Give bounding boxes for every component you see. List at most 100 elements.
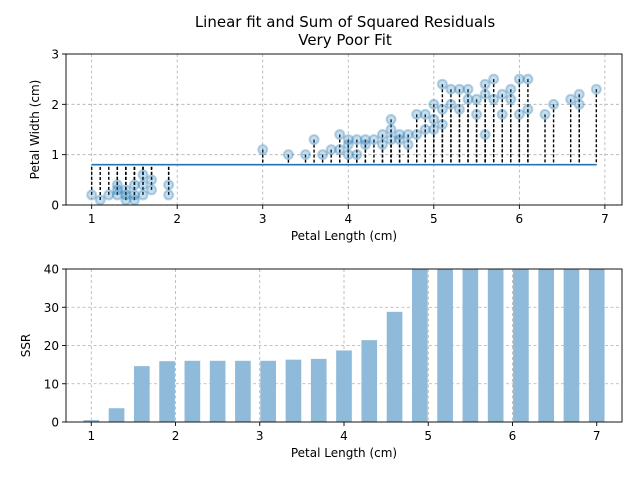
data-point [573,88,585,100]
ssr-bar [235,360,251,422]
y-tick-label: 0 [51,199,59,213]
data-point [325,144,337,156]
ssr-bar [386,311,403,422]
data-point [359,139,371,151]
data-point [137,179,149,191]
ssr-bar [437,269,453,422]
data-point [402,129,414,141]
ssr-bar [513,269,529,422]
data-point [359,134,371,146]
data-point [146,174,158,186]
ssr-bar [538,269,555,422]
ssr-bar [285,359,302,422]
data-point [351,134,363,146]
data-point [342,139,354,151]
ssr-bar [310,358,327,422]
data-point [590,83,602,95]
data-point [394,134,406,146]
ssr-bar [209,360,226,422]
data-point [368,134,380,146]
plot-frame [65,53,623,206]
x-tick-label: 5 [430,212,438,226]
data-point [428,98,440,110]
y-tick-label: 40 [44,263,59,277]
y-tick-label: 20 [44,339,59,353]
x-tick-label: 7 [593,429,601,443]
ssr-bar [361,340,378,422]
ssr-bar [83,420,100,422]
y-tick-label: 1 [51,148,59,162]
data-point [86,189,98,201]
data-point [436,103,448,115]
ssr-bar [336,350,352,422]
data-point [496,108,508,120]
x-tick-label: 3 [256,429,264,443]
x-tick-label: 1 [87,429,95,443]
ssr-bar-panel: 1 2 3 4 5 6 7 0 10 20 30 40 Petal Length (cm) SSR [19,263,623,460]
data-point [479,129,491,141]
data-point [385,124,397,135]
data-point [282,149,294,161]
x-axis-label: Petal Length (cm) [291,229,397,243]
y-tick-label: 0 [51,416,59,430]
y-tick-label: 30 [44,301,59,315]
scatter-panel: 1 2 3 4 5 6 7 0 1 2 3 Petal Length (cm) Petal Width … [28,48,623,243]
x-tick-label: 7 [601,212,609,226]
data-point [462,93,474,105]
data-point [128,194,140,206]
ssr-bar [563,269,580,422]
x-tick-label: 6 [509,429,517,443]
data-point [419,124,431,135]
data-point [128,189,140,201]
data-point [479,78,491,90]
ssr-bar [108,408,125,422]
chart-title: Linear fit and Sum of Squared Residuals [195,13,496,31]
data-point [376,139,388,151]
data-point [163,179,175,191]
data-point [146,184,158,196]
y-tick-label: 2 [51,98,59,112]
data-point [111,189,123,201]
x-tick-label: 6 [516,212,524,226]
data-point [402,139,414,151]
ssr-bar [184,360,201,422]
bars [83,269,605,422]
data-point [94,194,106,206]
data-point [488,93,500,105]
data-point [565,93,577,105]
data-point [436,78,448,90]
data-point [120,194,132,206]
data-point [120,184,132,196]
data-point [496,88,508,100]
data-point [445,98,457,110]
ssr-bar [411,269,428,422]
data-point [334,129,346,141]
data-point [385,134,397,146]
x-tick-label: 2 [173,212,181,226]
data-point [573,98,585,110]
data-point [411,108,423,120]
data-point [513,108,525,120]
x-tick-label: 4 [344,212,352,226]
y-axis-label: SSR [19,334,33,358]
data-point [257,144,269,156]
data-point [137,189,149,201]
ssr-bar [487,269,504,422]
data-point [453,103,465,115]
data-point [308,134,320,146]
chart-subtitle: Very Poor Fit [298,31,392,49]
data-point [436,118,448,130]
ssr-bar [133,366,150,422]
data-point [334,144,346,156]
data-point [342,134,354,146]
x-axis-label: Petal Length (cm) [291,446,397,460]
data-point [128,179,140,191]
data-point [419,108,431,120]
x-tick-label: 5 [424,429,432,443]
data-point [453,83,465,95]
data-point [462,83,474,95]
data-point [428,124,440,135]
x-tick-label: 4 [340,429,348,443]
y-axis-label: Petal Width (cm) [28,80,42,180]
data-point [120,189,132,201]
